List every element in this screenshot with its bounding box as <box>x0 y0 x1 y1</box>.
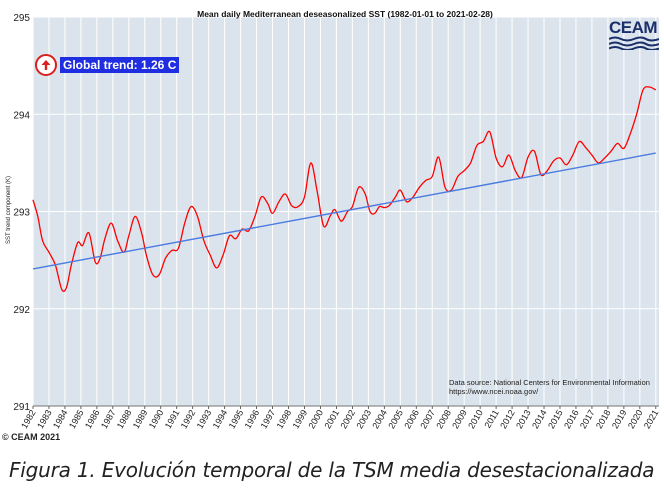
x-tick-label: 1992 <box>179 408 198 430</box>
x-tick-label: 2012 <box>498 408 517 430</box>
x-tick-label: 2005 <box>386 408 405 430</box>
x-tick-label: 2008 <box>434 408 453 430</box>
chart-title: Mean daily Mediterranean deseasonalized … <box>197 9 493 19</box>
global-trend-label: Global trend: 1.26 C <box>60 57 180 73</box>
x-tick-label: 2013 <box>514 408 533 430</box>
sst-series-line <box>32 86 657 293</box>
y-axis-label: SST trend component (K) <box>6 176 12 244</box>
x-tick-label: 2006 <box>402 408 421 430</box>
x-tick-label: 2019 <box>610 408 629 430</box>
ceam-logo: CEAM <box>608 18 660 51</box>
x-tick-label: 2017 <box>578 408 597 430</box>
x-tick-label: 2011 <box>483 408 501 430</box>
x-tick-label: 1996 <box>243 408 262 430</box>
arrow-up-icon <box>35 54 57 76</box>
x-tick-label: 1984 <box>51 408 70 430</box>
grid-lines <box>32 16 659 407</box>
x-tick-label: 1998 <box>275 408 294 430</box>
x-tick-label: 2010 <box>466 408 485 430</box>
y-tick-label: 293 <box>13 208 30 219</box>
x-tick-label: 2001 <box>322 408 341 430</box>
ceam-logo-text: CEAM <box>609 18 658 37</box>
x-tick-label: 2020 <box>626 408 645 430</box>
x-tick-label: 1983 <box>35 408 54 430</box>
x-tick-label: 1997 <box>259 408 278 430</box>
x-tick-label: 2004 <box>370 408 389 430</box>
y-tick-label: 292 <box>13 305 30 316</box>
x-tick-label: 2016 <box>562 408 581 430</box>
x-tick-label: 2015 <box>546 408 565 430</box>
x-tick-label: 1986 <box>83 408 102 430</box>
global-trend-badge: Global trend: 1.26 C <box>35 54 180 76</box>
x-tick-label: 1985 <box>67 408 86 430</box>
x-tick-label: 1999 <box>291 408 310 430</box>
sst-chart-figure: 291 292 293 294 295 1982 1983 1984 1985 1986 1987 1… <box>2 9 661 442</box>
wave-icon <box>608 36 660 51</box>
x-tick-label: 1990 <box>147 408 166 430</box>
x-tick-label: 2007 <box>418 408 437 430</box>
data-source-note: Data source: National Centers for Enviro… <box>449 378 650 396</box>
y-tick-label: 295 <box>13 13 30 24</box>
x-tick-label: 2014 <box>530 408 549 430</box>
copyright-text: © CEAM 2021 <box>2 432 61 442</box>
x-tick-label: 2018 <box>594 408 613 430</box>
trend-line <box>32 152 656 270</box>
x-tick-label: 1988 <box>115 408 134 430</box>
data-source-url: https://www.ncei.noaa.gov/ <box>449 387 539 396</box>
x-tick-label: 2021 <box>642 408 661 430</box>
x-tick-label: 2009 <box>450 408 469 430</box>
y-tick-label: 294 <box>13 110 30 121</box>
x-tick-label: 2003 <box>354 408 373 430</box>
x-tick-label: 1993 <box>195 408 214 430</box>
series <box>32 86 657 293</box>
x-tick-label: 2000 <box>307 408 326 430</box>
x-tick-label: 1991 <box>163 408 182 430</box>
x-tick-label: 1987 <box>99 408 118 430</box>
figure-caption: Figura 1. Evolución temporal de la TSM m… <box>9 458 655 482</box>
x-tick-label: 1994 <box>211 408 230 430</box>
x-tick-label: 2002 <box>338 408 357 430</box>
data-source-line: Data source: National Centers for Enviro… <box>449 378 650 387</box>
y-tick-label: 291 <box>13 402 30 413</box>
x-tick-label: 1995 <box>227 408 246 430</box>
x-tick-label: 1989 <box>131 408 150 430</box>
chart-canvas: 2912922932942951982198319841985198619871… <box>6 9 661 430</box>
